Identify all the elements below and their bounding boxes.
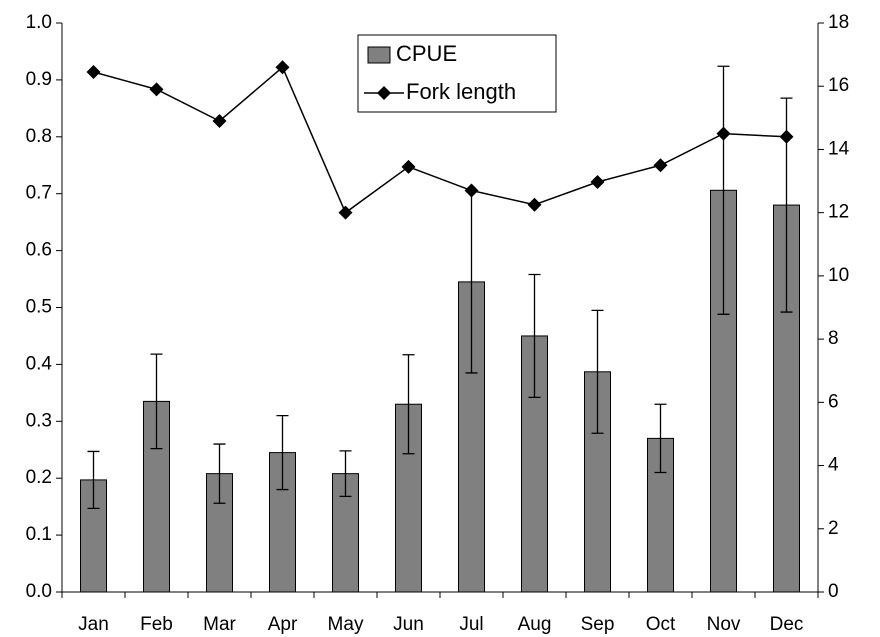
- line: [93, 66, 787, 214]
- legend-swatch: [367, 46, 391, 64]
- marker: [590, 175, 605, 190]
- y2-tick-label: 6: [828, 391, 839, 412]
- x-tick-label: Jul: [459, 614, 483, 635]
- y2-tick-label: 18: [828, 12, 849, 33]
- error-bar: [276, 414, 289, 491]
- y2-tick-label: 2: [828, 518, 839, 539]
- y2-tick-label: 8: [828, 328, 839, 349]
- y2-tick-label: 10: [828, 265, 849, 286]
- y-tick-label: 0.5: [26, 297, 52, 318]
- error-bar: [402, 354, 415, 455]
- x-tick-label: Aug: [518, 614, 552, 635]
- y-tick-label: 1.0: [26, 12, 52, 33]
- legend-label: Fork length: [406, 79, 516, 104]
- error-bar: [213, 443, 226, 504]
- error-bar: [150, 353, 163, 450]
- y-tick-label: 0.4: [26, 353, 53, 374]
- x-tick-label: Feb: [140, 614, 173, 635]
- x-tick-label: Mar: [203, 614, 236, 635]
- marker: [212, 113, 227, 128]
- y2-tick-label: 16: [828, 75, 849, 96]
- marker: [401, 159, 416, 174]
- error-bar: [591, 309, 604, 434]
- marker: [338, 205, 353, 220]
- marker: [275, 60, 290, 75]
- marker: [86, 64, 101, 79]
- marker: [716, 126, 731, 141]
- y-tick-label: 0.6: [26, 240, 52, 261]
- error-bar: [87, 450, 100, 510]
- x-tick-label: May: [328, 614, 364, 635]
- x-tick-label: Nov: [707, 614, 741, 635]
- y-tick-label: 0.8: [26, 126, 52, 147]
- marker: [464, 183, 479, 198]
- y2-tick-label: 0: [828, 581, 839, 602]
- marker: [779, 129, 794, 144]
- error-bar: [339, 450, 352, 498]
- marker: [527, 197, 542, 212]
- legend-box: [357, 34, 557, 113]
- y-tick-label: 0.7: [26, 183, 52, 204]
- y-tick-label: 0.3: [26, 410, 52, 431]
- legend-marker: [377, 86, 391, 100]
- marker: [149, 82, 164, 97]
- error-bar: [654, 403, 667, 474]
- y-tick-label: 0.0: [26, 581, 52, 602]
- error-bar: [528, 273, 541, 399]
- y-tick-label: 0.2: [26, 467, 52, 488]
- marker: [653, 158, 668, 173]
- y2-tick-label: 4: [828, 455, 839, 476]
- error-bar: [717, 65, 730, 315]
- y-tick-label: 0.1: [26, 524, 52, 545]
- x-tick-label: Sep: [581, 614, 615, 635]
- y2-tick-label: 14: [828, 138, 850, 159]
- x-tick-label: Jan: [78, 614, 109, 635]
- x-tick-label: Apr: [268, 614, 298, 635]
- y2-tick-label: 12: [828, 202, 849, 223]
- y-tick-label: 0.9: [26, 69, 52, 90]
- x-tick-label: Jun: [393, 614, 424, 635]
- x-tick-label: Oct: [646, 614, 676, 635]
- legend-label: CPUE: [396, 41, 457, 66]
- x-tick-label: Dec: [770, 614, 804, 635]
